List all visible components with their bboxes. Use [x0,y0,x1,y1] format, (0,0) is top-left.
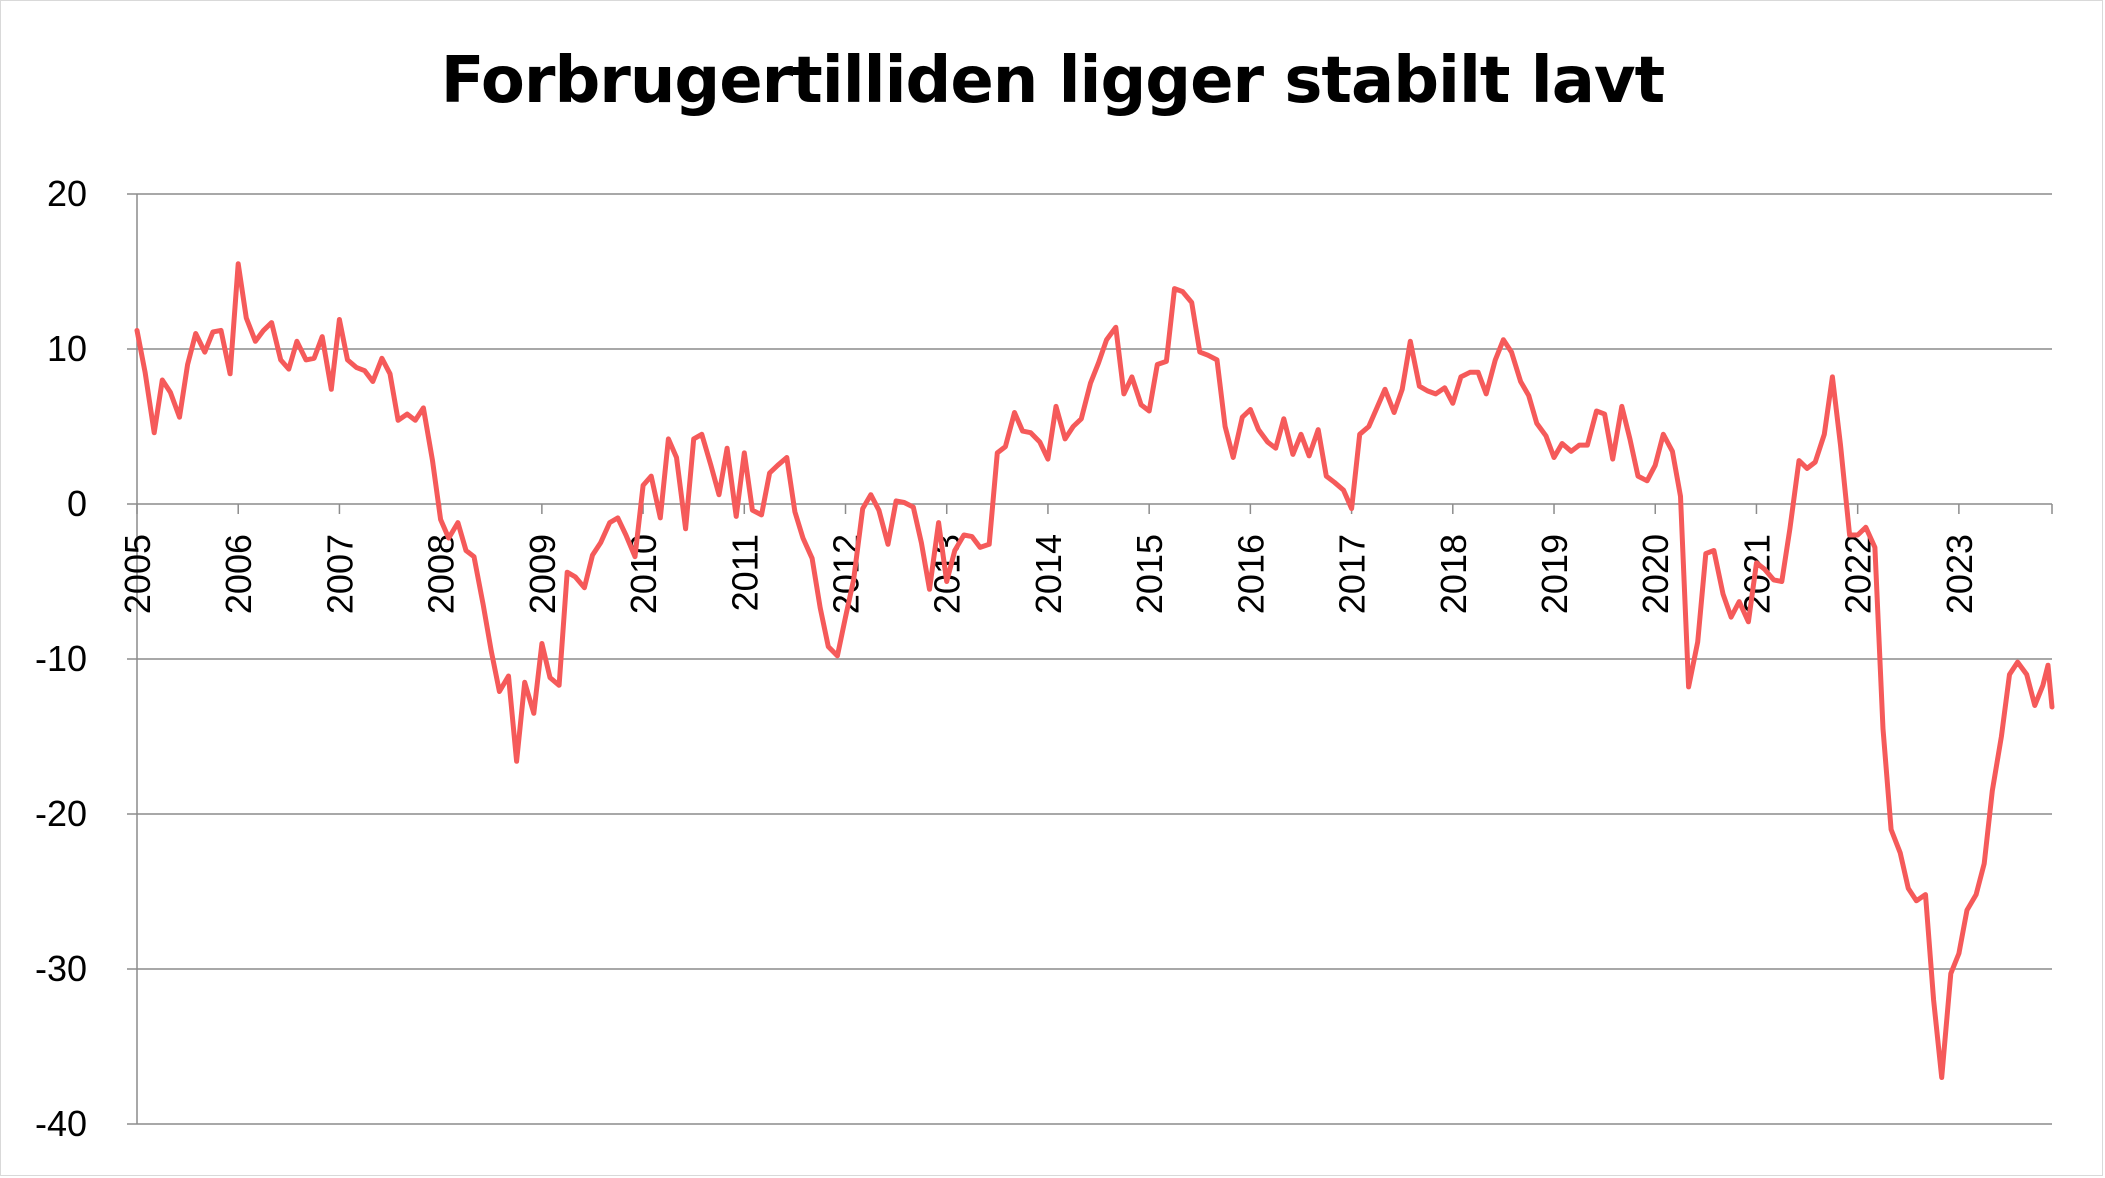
series-line [134,261,2055,1080]
y-tick-label: -20 [35,793,87,834]
x-tick-label: 2023 [1939,534,1980,614]
x-tick-label: 2005 [117,534,158,614]
x-tick-label: 2022 [1838,534,1879,614]
x-tick-labels: 2005 2006 2007 2008 2009 2010 2011 2012 2013 2014… [117,534,1980,614]
x-tick-label: 2020 [1635,534,1676,614]
y-tick-label: -10 [35,638,87,679]
x-tick-label: 2016 [1230,534,1271,614]
x-tick-label: 2009 [522,534,563,614]
y-tick-label: 0 [67,483,87,524]
x-tick-label: 2019 [1534,534,1575,614]
y-tick-label: -30 [35,948,87,989]
x-tick-label: 2014 [1028,534,1069,614]
x-tick-label: 2011 [724,534,765,611]
x-tick-label: 2006 [218,534,259,614]
x-tick-label: 2007 [319,534,360,614]
y-tick-label: -40 [35,1103,87,1144]
y-tick-label: 10 [47,328,87,369]
series-layer [134,261,2055,1080]
chart-title: Forbrugertilliden ligger stabilt lavt [440,44,1665,118]
gridlines [137,193,2052,1125]
y-tick-label: 20 [47,173,87,214]
axes [127,193,2053,1125]
x-tick-label: 2017 [1332,534,1373,614]
x-tick-label: 2008 [421,534,462,614]
y-tick-labels: 20 10 0 -10 -20 -30 -40 [35,173,87,1144]
x-tick-label: 2015 [1129,534,1170,614]
x-tick-label: 2018 [1433,534,1474,614]
